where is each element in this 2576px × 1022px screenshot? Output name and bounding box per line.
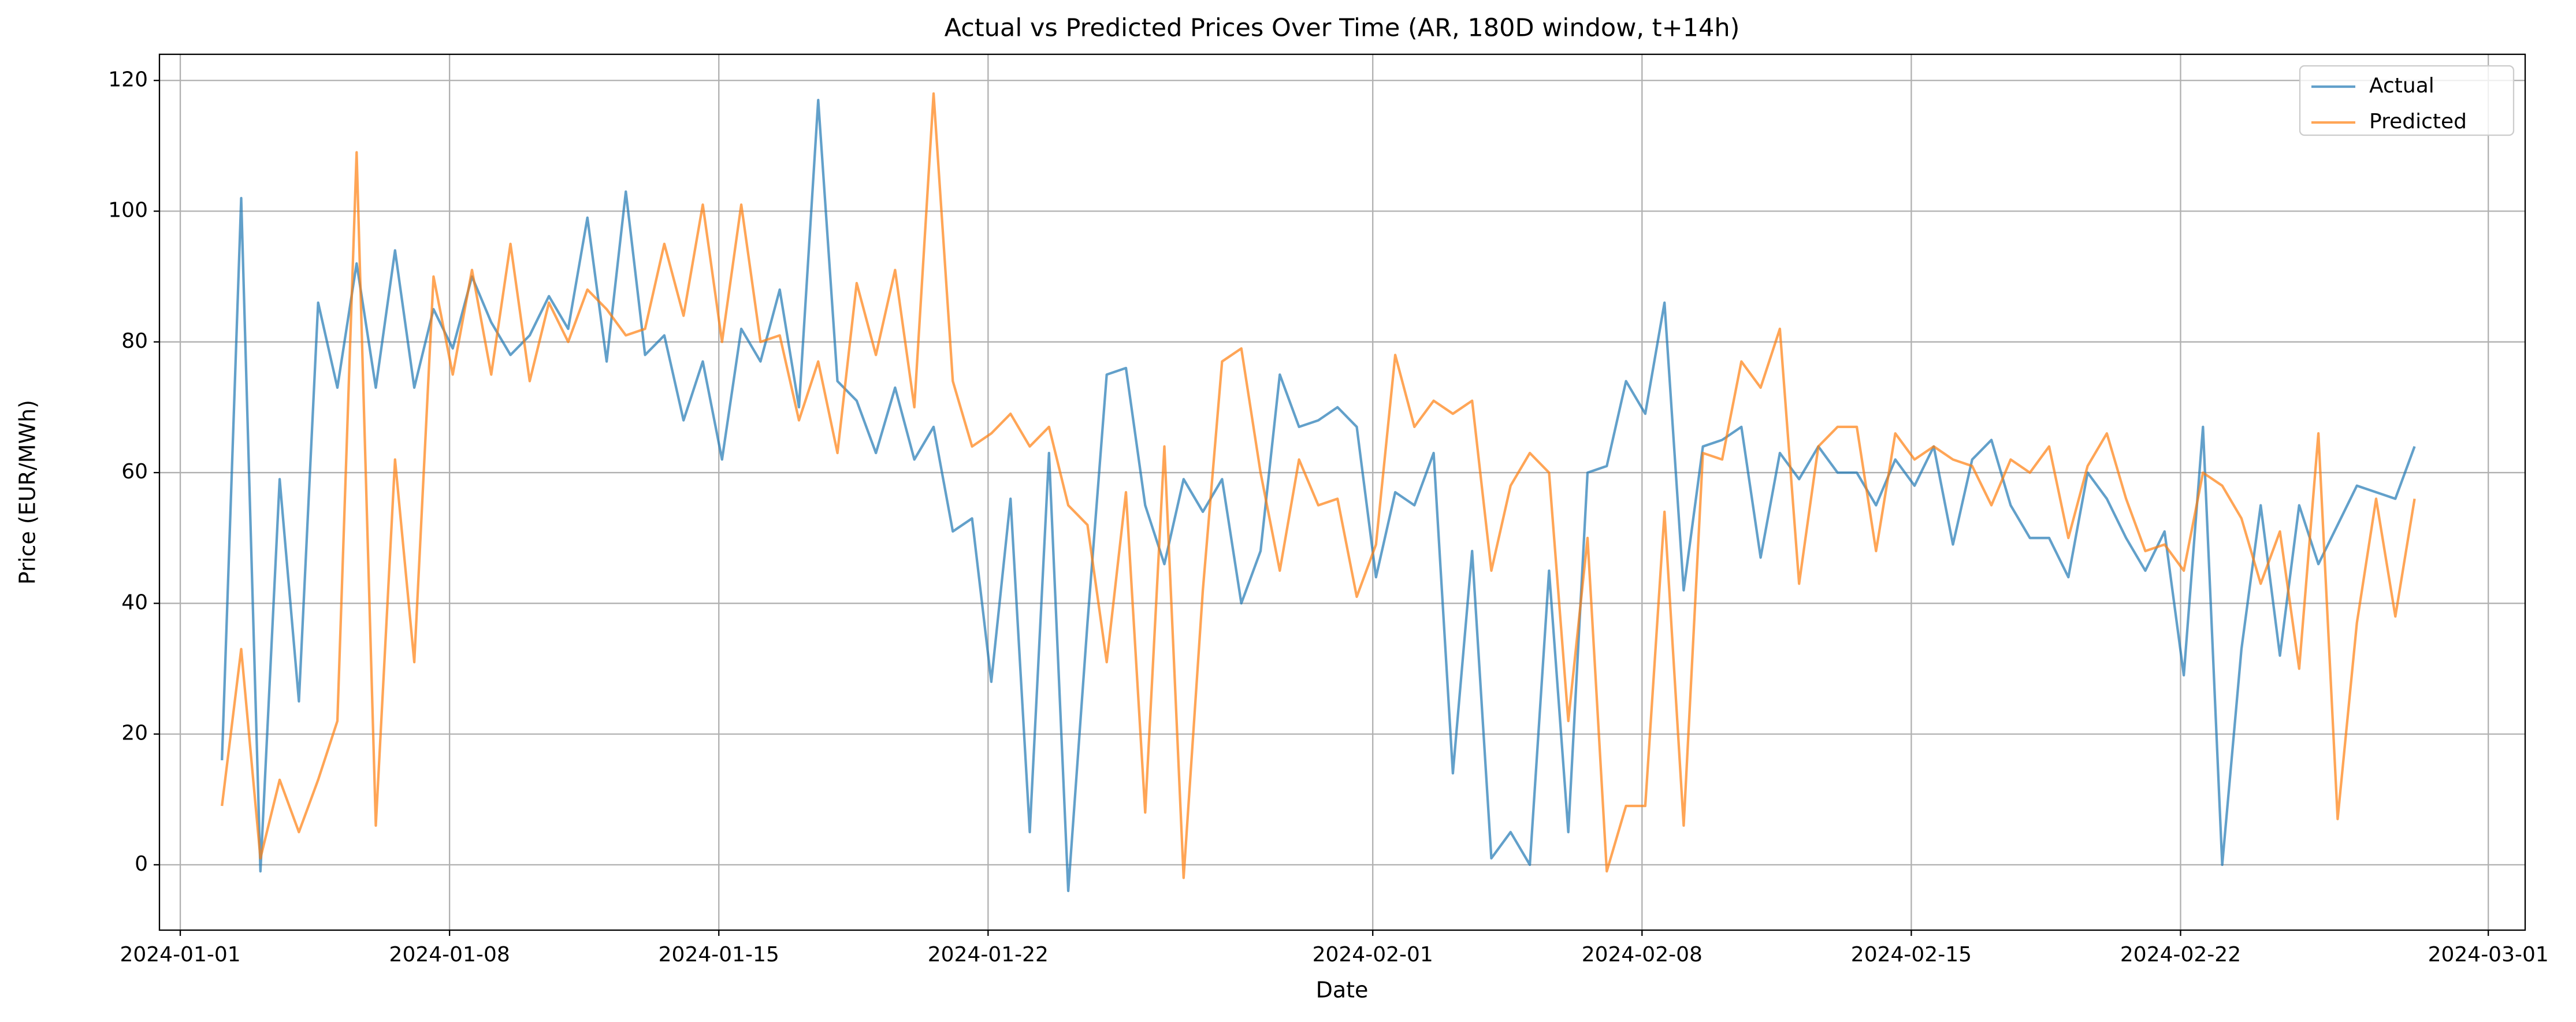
y-tick-label: 40 [121, 590, 148, 614]
x-tick-label: 2024-02-01 [1313, 943, 1433, 967]
legend-label: Actual [2369, 74, 2434, 98]
x-tick-label: 2024-02-08 [1582, 943, 1703, 967]
y-tick-label: 0 [135, 852, 148, 876]
x-tick-label: 2024-02-22 [2120, 943, 2241, 967]
series-line [221, 99, 2416, 893]
legend-box [2299, 65, 2515, 136]
x-tick-label: 2024-02-15 [1851, 943, 1972, 967]
y-tick-label: 120 [108, 68, 148, 91]
x-tick-label: 2024-01-08 [389, 943, 510, 967]
legend-label: Predicted [2369, 110, 2467, 133]
y-tick-label: 100 [108, 199, 148, 222]
y-tick-label: 80 [121, 329, 148, 353]
y-axis-label: Price (EUR/MWh) [15, 400, 40, 585]
plot-frame [158, 53, 2526, 931]
y-tick-label: 20 [121, 722, 148, 745]
y-tick-label: 60 [121, 460, 148, 484]
x-tick-label: 2024-03-01 [2428, 943, 2549, 967]
x-tick-label: 2024-01-15 [659, 943, 779, 967]
x-tick-label: 2024-01-22 [928, 943, 1049, 967]
chart-title: Actual vs Predicted Prices Over Time (AR… [945, 14, 1740, 43]
legend: Actual Predicted [2299, 65, 2515, 136]
series-line [221, 92, 2416, 879]
x-tick-label: 2024-01-01 [120, 943, 240, 967]
x-axis-label: Date [1316, 978, 1369, 1003]
